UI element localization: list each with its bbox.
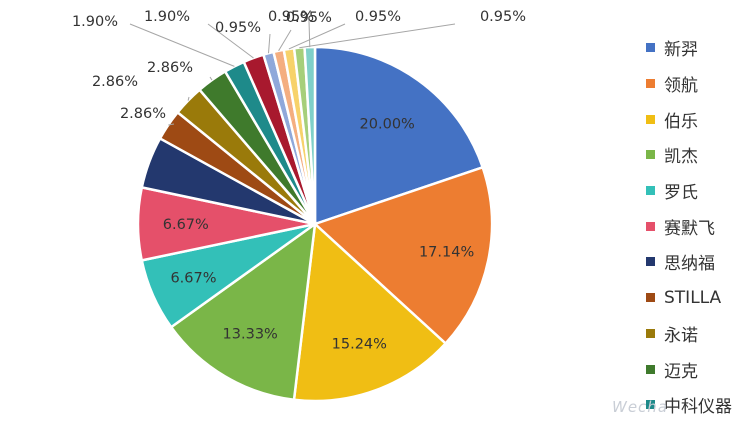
legend-item-roche: 罗氏 bbox=[646, 173, 732, 209]
legend-label: 思纳福 bbox=[664, 254, 715, 275]
legend-swatch bbox=[646, 221, 655, 231]
legend: 新羿 领航 伯乐 凯杰 罗氏 赛默飞 思纳福 STILLA 永诺 迈克 中科仪器 bbox=[646, 30, 732, 423]
leader-line-16 bbox=[308, 17, 311, 48]
leader-line-13 bbox=[278, 29, 292, 52]
data-label-14: 0.95% bbox=[355, 9, 401, 25]
legend-label: 中科仪器 bbox=[664, 397, 732, 418]
data-label-7: 2.86% bbox=[120, 106, 166, 122]
legend-swatch bbox=[646, 328, 655, 338]
data-label-16: 0.95% bbox=[286, 10, 332, 26]
data-label-11: 1.90% bbox=[144, 9, 190, 25]
legend-item-maike: 迈克 bbox=[646, 351, 732, 387]
leader-line-14 bbox=[288, 23, 346, 50]
leader-line-12 bbox=[268, 33, 271, 54]
data-label-15: 0.95% bbox=[480, 9, 526, 25]
legend-swatch bbox=[646, 364, 655, 374]
legend-swatch bbox=[646, 293, 655, 303]
data-label-8: 2.86% bbox=[92, 74, 138, 90]
legend-swatch bbox=[646, 43, 655, 53]
pie-slice-1 bbox=[312, 165, 494, 346]
data-label-5: 6.67% bbox=[163, 217, 209, 233]
data-label-13: 0.95% bbox=[268, 9, 314, 25]
leader-lines bbox=[129, 17, 456, 126]
legend-item-kaijie: 凯杰 bbox=[646, 137, 732, 173]
legend-swatch bbox=[646, 114, 655, 124]
legend-label: 新羿 bbox=[664, 40, 698, 61]
legend-item-yongnuo: 永诺 bbox=[646, 316, 732, 352]
data-label-0: 20.00% bbox=[360, 116, 415, 132]
legend-swatch bbox=[646, 79, 655, 89]
legend-label: 伯乐 bbox=[664, 111, 698, 132]
legend-swatch bbox=[646, 150, 655, 160]
leader-line-9 bbox=[209, 76, 213, 81]
data-label-4: 6.67% bbox=[170, 271, 216, 287]
leader-line-7 bbox=[168, 123, 175, 126]
legend-item-sinafu: 思纳福 bbox=[646, 244, 732, 280]
legend-label: 赛默飞 bbox=[664, 218, 715, 239]
legend-item-thermo: 赛默飞 bbox=[646, 208, 732, 244]
data-label-9: 2.86% bbox=[147, 60, 193, 76]
data-label-3: 13.33% bbox=[223, 327, 278, 343]
legend-item-linghang: 领航 bbox=[646, 66, 732, 102]
data-label-10: 1.90% bbox=[72, 14, 118, 30]
legend-item-stilla: STILLA bbox=[646, 280, 732, 316]
watermark: Wecha bbox=[612, 398, 669, 416]
legend-swatch bbox=[646, 186, 655, 196]
legend-label: STILLA bbox=[664, 287, 722, 308]
pie-slice-3 bbox=[169, 221, 317, 402]
legend-label: 永诺 bbox=[664, 325, 698, 346]
leader-line-11 bbox=[207, 23, 254, 59]
legend-item-bole: 伯乐 bbox=[646, 101, 732, 137]
leader-line-15 bbox=[299, 23, 456, 49]
legend-label: 领航 bbox=[664, 76, 698, 97]
legend-item-xinyi: 新羿 bbox=[646, 30, 732, 66]
leader-line-10 bbox=[129, 23, 235, 67]
pie-slice-2 bbox=[292, 221, 448, 403]
legend-item-zhongke: 中科仪器 bbox=[646, 387, 732, 423]
leader-line-8 bbox=[187, 96, 190, 101]
legend-label: 迈克 bbox=[664, 361, 698, 382]
data-label-1: 17.14% bbox=[419, 245, 474, 261]
legend-label: 罗氏 bbox=[664, 183, 698, 204]
legend-swatch bbox=[646, 400, 655, 410]
legend-swatch bbox=[646, 257, 655, 267]
data-label-2: 15.24% bbox=[332, 337, 387, 353]
legend-label: 凯杰 bbox=[664, 147, 698, 168]
pie-slice-0 bbox=[313, 45, 485, 226]
data-label-12: 0.95% bbox=[215, 20, 261, 36]
data-labels: 20.00% 17.14% 15.24% 13.33% 6.67% 6.67% 2.86% 2… bbox=[72, 9, 526, 353]
